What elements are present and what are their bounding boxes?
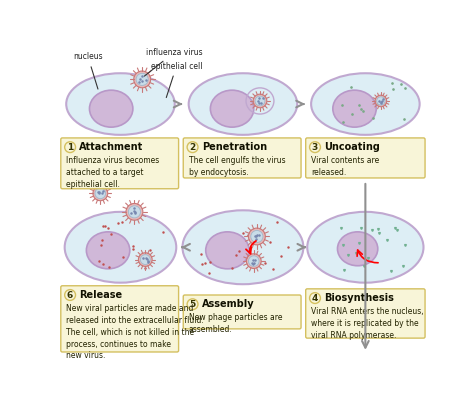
Circle shape	[310, 142, 320, 153]
FancyBboxPatch shape	[183, 138, 301, 178]
Circle shape	[136, 73, 148, 85]
Circle shape	[187, 142, 198, 153]
FancyBboxPatch shape	[306, 289, 425, 338]
Circle shape	[138, 253, 152, 266]
Circle shape	[310, 293, 320, 303]
Ellipse shape	[333, 90, 376, 127]
Circle shape	[140, 255, 150, 264]
Text: The cell engulfs the virus
by endocytosis.: The cell engulfs the virus by endocytosi…	[189, 156, 285, 177]
Ellipse shape	[64, 212, 176, 283]
Text: 4: 4	[312, 294, 318, 303]
Circle shape	[64, 142, 75, 153]
Text: 3: 3	[312, 143, 318, 151]
Text: 2: 2	[190, 143, 196, 151]
Circle shape	[375, 95, 387, 107]
Text: Biosynthesis: Biosynthesis	[324, 293, 394, 303]
Ellipse shape	[66, 73, 175, 135]
Ellipse shape	[189, 73, 297, 135]
Ellipse shape	[86, 232, 130, 269]
Circle shape	[187, 299, 198, 310]
Circle shape	[253, 94, 267, 108]
FancyBboxPatch shape	[183, 295, 301, 329]
Circle shape	[93, 186, 108, 201]
Text: influenza virus: influenza virus	[145, 48, 203, 76]
Circle shape	[134, 71, 151, 88]
Circle shape	[248, 256, 259, 266]
Circle shape	[377, 97, 385, 105]
FancyBboxPatch shape	[61, 138, 179, 189]
Circle shape	[246, 254, 261, 269]
Circle shape	[126, 203, 143, 220]
Text: Assembly: Assembly	[202, 299, 255, 309]
Text: Release: Release	[80, 290, 122, 300]
Ellipse shape	[210, 90, 254, 127]
Text: New phage particles are
assembled.: New phage particles are assembled.	[189, 313, 282, 334]
Text: 6: 6	[67, 290, 73, 300]
Text: New viral particles are made and
released into the extracellular fluid.
The cell: New viral particles are made and release…	[66, 304, 204, 360]
Text: Attachment: Attachment	[80, 142, 144, 152]
Ellipse shape	[337, 232, 378, 266]
Ellipse shape	[206, 232, 249, 269]
Circle shape	[251, 230, 263, 243]
Text: Uncoating: Uncoating	[324, 142, 380, 152]
Ellipse shape	[90, 90, 133, 127]
Circle shape	[64, 290, 75, 301]
Text: Viral contents are
released.: Viral contents are released.	[311, 156, 379, 177]
Text: Influenza virus becomes
attached to a target
epithelial cell.: Influenza virus becomes attached to a ta…	[66, 156, 159, 189]
Circle shape	[255, 96, 265, 106]
FancyBboxPatch shape	[306, 138, 425, 178]
Text: Penetration: Penetration	[202, 142, 267, 152]
FancyBboxPatch shape	[61, 286, 179, 352]
Text: epithelial cell: epithelial cell	[151, 62, 202, 98]
Text: Viral RNA enters the nucleus,
where it is replicated by the
viral RNA polymerase: Viral RNA enters the nucleus, where it i…	[311, 307, 424, 340]
Text: 5: 5	[190, 300, 196, 309]
Circle shape	[248, 228, 265, 245]
Circle shape	[128, 206, 140, 218]
Text: nucleus: nucleus	[73, 52, 103, 89]
Text: 1: 1	[67, 143, 73, 151]
Ellipse shape	[311, 73, 419, 135]
Ellipse shape	[307, 212, 423, 283]
Ellipse shape	[182, 210, 303, 284]
Circle shape	[95, 188, 106, 198]
